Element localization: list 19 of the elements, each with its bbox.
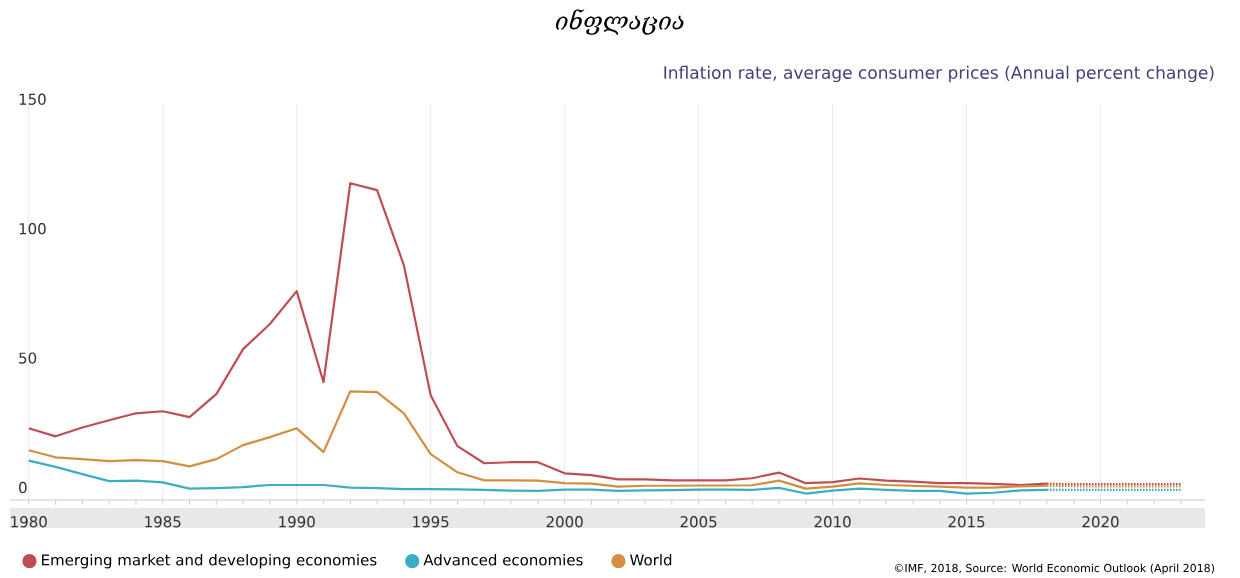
x-tick-label: 2010 [814, 516, 851, 528]
x-tick-label: 2000 [546, 516, 583, 528]
x-tick-label: 2015 [948, 516, 985, 528]
y-tick-label: 100 [19, 223, 46, 235]
x-tick-label: 1990 [279, 516, 315, 528]
x-tick-label: 1995 [413, 516, 449, 528]
legend-label: Advanced economies [423, 553, 583, 566]
y-tick-label: 150 [19, 93, 46, 105]
y-tick-label: 50 [19, 352, 37, 364]
legend-label: World [630, 553, 672, 566]
x-tick-label: 1980 [11, 516, 47, 528]
x-tick-label: 2020 [1082, 516, 1119, 528]
x-tick-label: 2005 [680, 516, 717, 528]
chart-title: ინფლაცია [555, 9, 684, 35]
text: ©IMF, 2018, Source: World Economic Outlook (April 2018) [894, 563, 1215, 575]
legend-label: Emerging market and developing economies [42, 553, 377, 569]
x-tick-label: 1985 [145, 516, 181, 528]
chart-subtitle: Inflation rate, average consumer prices (Annual percent change) [664, 65, 1214, 83]
y-tick-label: 0 [19, 481, 27, 494]
